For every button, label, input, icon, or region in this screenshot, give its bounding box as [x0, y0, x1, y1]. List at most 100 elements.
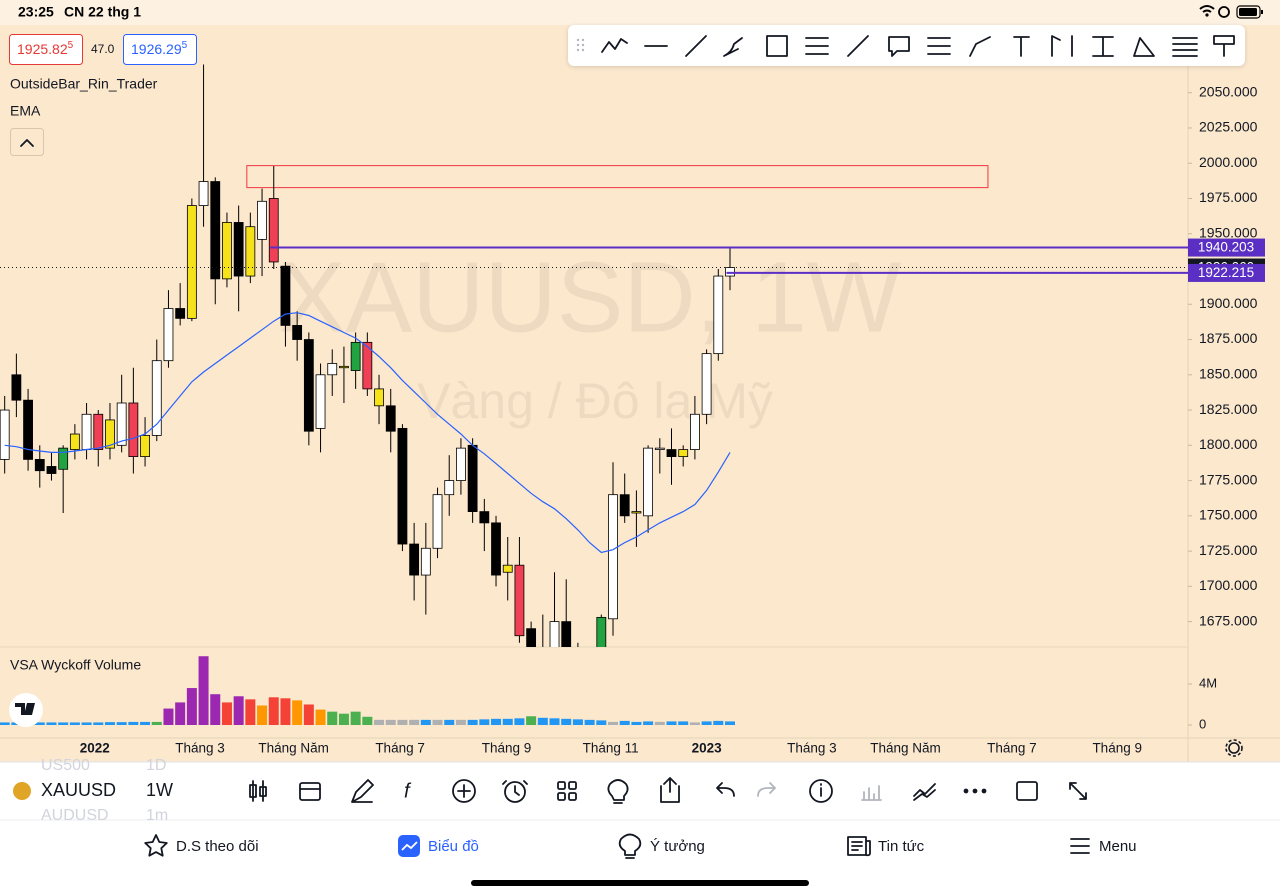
candle-body: [268, 198, 279, 263]
candle-body: [362, 341, 373, 390]
ask-box[interactable]: [123, 34, 197, 65]
watermark-symbol: XAUUSD, 1W: [279, 241, 902, 353]
candle-body: [303, 339, 314, 432]
candle-body: [420, 547, 431, 576]
x-tick-label: 2022: [80, 741, 110, 756]
volume-bar: [163, 708, 174, 725]
candle-body: [350, 341, 361, 371]
volume-bar: [280, 698, 291, 725]
x-tick-label: Tháng 7: [375, 741, 425, 756]
candle-body: [198, 181, 209, 206]
candle-body: [315, 374, 326, 429]
volume-title[interactable]: VSA Wyckoff Volume: [10, 657, 141, 673]
candle-body: [397, 427, 408, 545]
volume-bar: [491, 718, 502, 725]
x-tick-label: Tháng 3: [175, 741, 225, 756]
candle-body: [643, 447, 654, 517]
ask-price[interactable]: 1926.295: [131, 40, 188, 57]
volume-bar: [444, 719, 455, 725]
symbol[interactable]: XAUUSD: [41, 780, 116, 800]
candle-body: [327, 363, 338, 376]
y-tick-label: 1975.000: [1199, 189, 1258, 205]
interval[interactable]: 1W: [146, 780, 173, 800]
volume-bar: [245, 699, 256, 725]
price-pane: [0, 64, 989, 647]
spread: 47.0: [91, 42, 115, 56]
candle-body: [163, 308, 174, 362]
y-tick-label: 2050.000: [1199, 83, 1258, 99]
nav-news-icon[interactable]: [847, 836, 871, 857]
nav-chart-glyph: [401, 841, 418, 851]
x-tick-label: Tháng 9: [482, 741, 532, 756]
volume-bar: [303, 704, 314, 725]
y-tick-label: 0: [1199, 716, 1206, 731]
volume-bar: [292, 700, 303, 725]
nav-menu-icon[interactable]: [1070, 838, 1090, 854]
volume-bar: [432, 719, 443, 725]
volume-bar: [175, 702, 186, 725]
watermark-description: Vàng / Đô la Mỹ: [417, 373, 773, 429]
y-tick-label: 2025.000: [1199, 119, 1258, 135]
volume-bar: [549, 718, 560, 725]
bottom-area: [0, 762, 1280, 894]
volume-bar: [116, 722, 127, 725]
volume-bar: [327, 711, 338, 725]
ema-label[interactable]: EMA: [10, 103, 41, 119]
candle-body: [502, 564, 513, 573]
indicator-label[interactable]: OutsideBar_Rin_Trader: [10, 76, 158, 92]
volume-bar: [561, 718, 572, 725]
volume-bar: [526, 716, 537, 725]
y-tick-label: 1825.000: [1199, 401, 1258, 417]
volume-bar: [268, 697, 279, 725]
nav-watchlist-icon[interactable]: [144, 834, 168, 857]
volume-bar: [584, 719, 595, 725]
chevron-up: [20, 139, 34, 147]
candle-body: [631, 511, 642, 514]
volume-bar: [0, 722, 10, 725]
volume-bar: [596, 720, 607, 725]
drawing-tools[interactable]: [601, 35, 1235, 57]
volume-bar: [350, 711, 361, 725]
clock: 23:25: [18, 4, 54, 20]
tv-logo[interactable]: [9, 693, 43, 727]
drag-handle[interactable]: [576, 38, 585, 52]
candle-body: [105, 419, 115, 449]
y-tick-label: 1875.000: [1199, 330, 1258, 346]
volume-bar: [69, 722, 80, 725]
candle-body: [491, 522, 501, 576]
candle-body: [654, 447, 665, 450]
ema-line: [4, 312, 731, 554]
volume-bar: [397, 719, 408, 725]
candle-body: [11, 374, 22, 401]
collapse-button[interactable]: [10, 128, 44, 156]
volume-bar: [104, 722, 115, 725]
nav-ideas[interactable]: Ý tưởng: [650, 838, 705, 855]
settings-gear[interactable]: [1225, 739, 1243, 757]
candle-body: [0, 409, 10, 460]
volume-bar: [631, 721, 642, 725]
y-tick-label: 4M: [1199, 675, 1217, 690]
nav-ideas-icon[interactable]: [618, 833, 642, 859]
volume-bar: [338, 713, 349, 725]
volume-bar: [479, 719, 490, 725]
nav-watchlist[interactable]: D.S theo dõi: [176, 838, 259, 855]
volume-bar: [689, 722, 700, 725]
x-tick-label: Tháng 7: [987, 741, 1037, 756]
bid-price[interactable]: 1925.825: [17, 40, 74, 57]
candle-body: [456, 447, 466, 481]
status-bar: [0, 0, 1280, 25]
nav-chart[interactable]: Biểu đồ: [428, 838, 479, 855]
x-tick-label: Tháng 3: [787, 741, 837, 756]
candle-body: [385, 405, 396, 432]
y-tick-label: 1725.000: [1199, 542, 1258, 558]
nav-menu[interactable]: Menu: [1099, 838, 1137, 855]
home-indicator: [471, 880, 809, 886]
nav-news[interactable]: Tin tức: [878, 838, 925, 855]
y-tick-label: 1850.000: [1199, 365, 1258, 381]
chart-toolbar-icons[interactable]: f: [249, 777, 1087, 804]
bid-box[interactable]: [9, 34, 83, 65]
candle-body: [23, 399, 33, 460]
price-label: 1922.215: [1198, 265, 1254, 280]
y-tick-label: 1775.000: [1199, 471, 1258, 487]
